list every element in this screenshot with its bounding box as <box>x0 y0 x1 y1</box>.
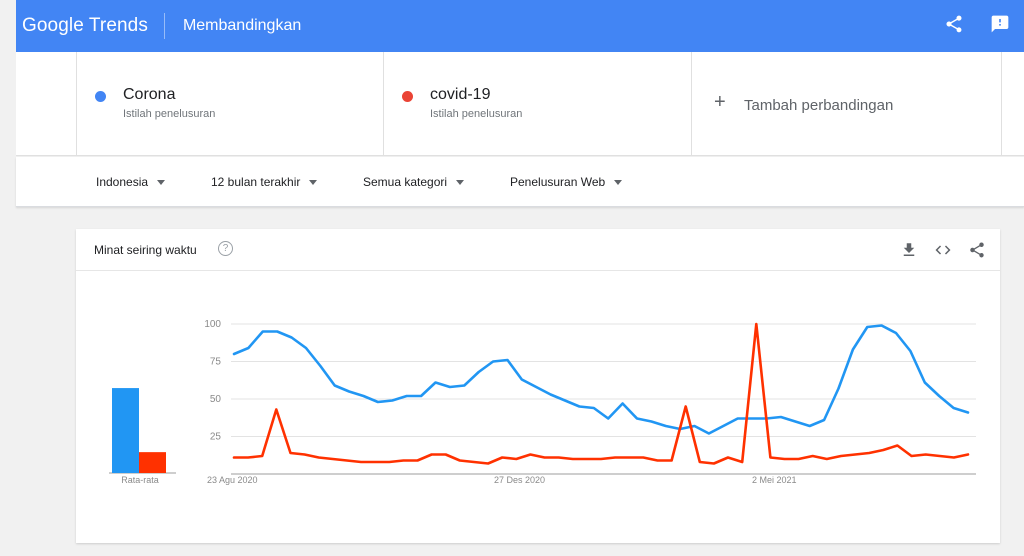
term-card-corona[interactable]: Corona Istilah penelusuran <box>76 52 384 156</box>
y-tick-label: 25 <box>210 432 222 443</box>
help-icon[interactable]: ? <box>218 241 233 256</box>
chevron-down-icon <box>157 179 166 185</box>
card-header: Minat seiring waktu ? <box>76 229 1000 271</box>
x-tick-label: 2 Mei 2021 <box>752 475 797 485</box>
header-actions <box>944 14 1010 34</box>
x-tick-label: 23 Agu 2020 <box>207 475 258 485</box>
average-bar <box>112 388 139 473</box>
category-value: Semua kategori <box>363 175 448 189</box>
plus-icon: + <box>714 91 726 113</box>
header-divider <box>163 13 165 39</box>
download-icon[interactable] <box>900 241 918 259</box>
term-type: Istilah penelusuran <box>123 108 216 120</box>
share-icon[interactable] <box>968 241 986 259</box>
y-tick-label: 75 <box>210 357 222 368</box>
series-line <box>232 322 970 465</box>
region-value: Indonesia <box>96 175 149 189</box>
term-type: Istilah penelusuran <box>430 108 523 120</box>
chevron-down-icon <box>456 179 465 185</box>
page-title: Membandingkan <box>182 17 302 34</box>
term-card-covid-19[interactable]: covid-19 Istilah penelusuran <box>384 52 692 156</box>
feedback-icon[interactable] <box>990 14 1010 34</box>
card-actions <box>900 241 986 259</box>
chevron-down-icon <box>309 179 318 185</box>
chevron-down-icon <box>614 179 623 185</box>
add-comparison-button[interactable]: + Tambah perbandingan <box>692 52 1002 156</box>
term-name[interactable]: covid-19 <box>430 86 491 103</box>
time-range-value: 12 bulan terakhir <box>211 175 301 189</box>
term-color-dot <box>402 91 413 102</box>
interest-over-time-card: Minat seiring waktu ? 25 50 75 100 23 Agu 20… <box>76 229 1000 543</box>
share-icon[interactable] <box>944 14 964 34</box>
term-color-dot <box>95 91 106 102</box>
average-bar <box>139 452 166 473</box>
series-line <box>232 324 970 435</box>
y-tick-label: 50 <box>210 394 222 405</box>
embed-icon[interactable] <box>934 241 952 259</box>
region-dropdown[interactable]: Indonesia <box>96 175 166 189</box>
category-dropdown[interactable]: Semua kategori <box>363 175 465 189</box>
x-tick-label: 27 Des 2020 <box>494 475 545 485</box>
average-label: Rata-rata <box>121 475 159 485</box>
search-terms-bar: Corona Istilah penelusuran covid-19 Isti… <box>16 52 1024 156</box>
search-type-value: Penelusuran Web <box>510 175 606 189</box>
y-tick-label: 100 <box>204 319 221 330</box>
interest-chart[interactable]: 25 50 75 100 23 Agu 2020 27 Des 2020 2 Mei 202… <box>76 271 1000 543</box>
top-app-bar: Google Trends Membandingkan <box>16 0 1024 52</box>
term-name[interactable]: Corona <box>123 86 176 103</box>
time-range-dropdown[interactable]: 12 bulan terakhir <box>211 175 318 189</box>
filter-bar: Indonesia 12 bulan terakhir Semua katego… <box>16 157 1024 207</box>
google-trends-logo[interactable]: Google Trends <box>22 15 148 36</box>
search-type-dropdown[interactable]: Penelusuran Web <box>510 175 623 189</box>
card-title: Minat seiring waktu <box>94 243 197 257</box>
add-comparison-label: Tambah perbandingan <box>744 97 894 114</box>
